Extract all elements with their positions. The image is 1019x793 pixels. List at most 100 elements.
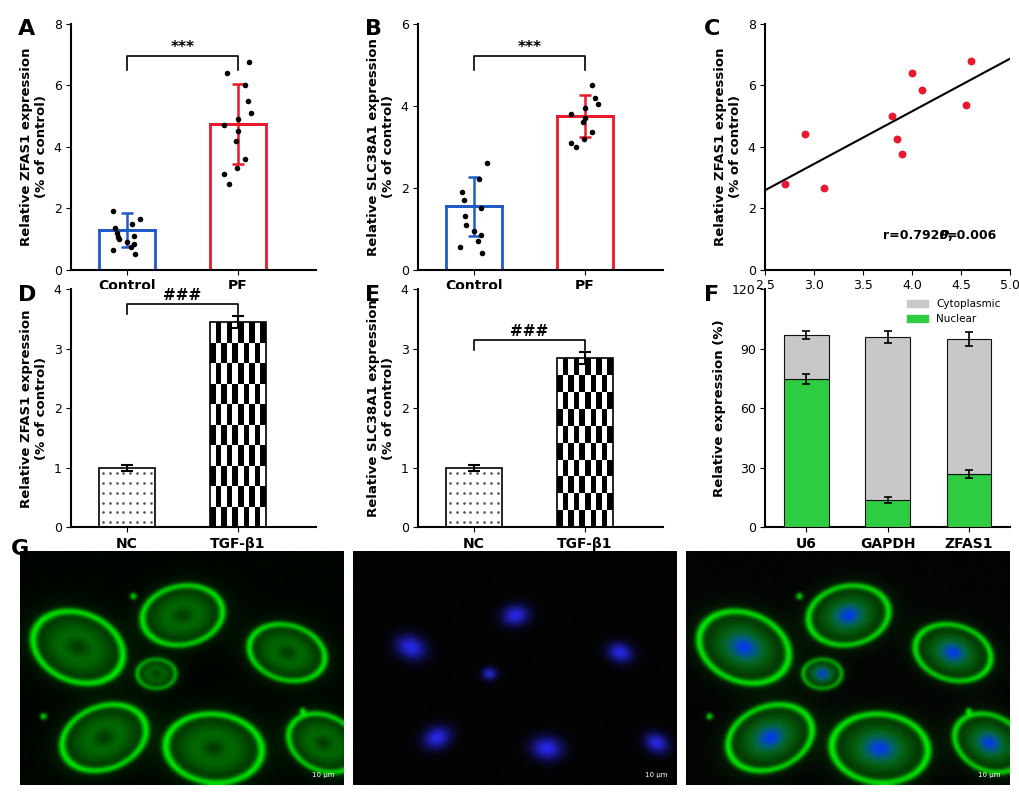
- Point: [236, 153, 253, 166]
- Point: [562, 108, 579, 121]
- Point: [131, 213, 148, 225]
- Point: [776, 178, 793, 190]
- Point: [568, 140, 584, 153]
- Bar: [99, 230, 155, 270]
- Point: [883, 109, 900, 122]
- Bar: [216, 486, 221, 507]
- Text: B: B: [365, 19, 381, 39]
- Y-axis label: Relative expression (%): Relative expression (%): [712, 320, 726, 497]
- Point: [216, 168, 232, 181]
- Point: [574, 116, 590, 128]
- Bar: [244, 425, 249, 446]
- Bar: [244, 507, 249, 527]
- Bar: [221, 425, 226, 446]
- Text: =0.006: =0.006: [946, 228, 996, 242]
- Bar: [595, 426, 601, 442]
- Point: [110, 231, 126, 243]
- Text: ***: ***: [517, 40, 541, 55]
- Bar: [946, 339, 990, 473]
- Point: [913, 83, 929, 96]
- Bar: [606, 392, 612, 408]
- Bar: [249, 486, 255, 507]
- Bar: [601, 511, 606, 527]
- Bar: [237, 363, 244, 384]
- Legend: Cytoplasmic, Nuclear: Cytoplasmic, Nuclear: [902, 295, 1004, 328]
- Point: [815, 182, 832, 194]
- Bar: [226, 322, 232, 343]
- Bar: [255, 507, 260, 527]
- Bar: [249, 363, 255, 384]
- Bar: [556, 358, 612, 527]
- Bar: [210, 384, 216, 404]
- Bar: [226, 486, 232, 507]
- Point: [894, 148, 910, 161]
- Bar: [445, 468, 501, 527]
- Point: [576, 102, 592, 114]
- Bar: [574, 358, 579, 375]
- Bar: [260, 404, 266, 425]
- Bar: [255, 465, 260, 486]
- Bar: [556, 116, 612, 270]
- Bar: [585, 493, 590, 511]
- Text: 10 µm: 10 µm: [976, 772, 999, 778]
- Bar: [255, 425, 260, 446]
- Point: [583, 79, 599, 92]
- Bar: [221, 507, 226, 527]
- Bar: [556, 477, 562, 493]
- Point: [473, 247, 489, 259]
- Bar: [783, 379, 827, 527]
- Point: [122, 240, 139, 253]
- Bar: [249, 322, 255, 343]
- Point: [586, 91, 602, 104]
- Point: [125, 237, 142, 250]
- Bar: [574, 493, 579, 511]
- Bar: [232, 507, 237, 527]
- Text: G: G: [10, 539, 29, 559]
- Bar: [606, 459, 612, 477]
- Bar: [216, 363, 221, 384]
- Bar: [601, 408, 606, 426]
- Bar: [232, 425, 237, 446]
- Bar: [579, 477, 585, 493]
- Bar: [590, 477, 595, 493]
- Point: [109, 227, 125, 239]
- Bar: [210, 322, 266, 527]
- Bar: [237, 404, 244, 425]
- Bar: [595, 459, 601, 477]
- Point: [229, 113, 246, 125]
- Bar: [221, 465, 226, 486]
- Bar: [946, 473, 990, 527]
- Point: [104, 205, 120, 217]
- Point: [243, 106, 259, 119]
- Point: [562, 136, 579, 149]
- Bar: [574, 426, 579, 442]
- Bar: [210, 343, 216, 363]
- Bar: [210, 322, 266, 527]
- Bar: [210, 465, 216, 486]
- Point: [218, 67, 234, 79]
- Point: [124, 217, 141, 230]
- Bar: [255, 343, 260, 363]
- Bar: [606, 358, 612, 375]
- Text: 10 µm: 10 µm: [311, 772, 333, 778]
- Y-axis label: Relative ZFAS1 expression
(% of control): Relative ZFAS1 expression (% of control): [20, 48, 48, 246]
- Point: [471, 173, 487, 186]
- Bar: [260, 322, 266, 343]
- Bar: [445, 468, 501, 527]
- Point: [228, 162, 245, 174]
- Text: F: F: [704, 285, 718, 305]
- Bar: [579, 408, 585, 426]
- Bar: [244, 384, 249, 404]
- Point: [239, 94, 256, 107]
- Bar: [562, 459, 568, 477]
- Bar: [216, 404, 221, 425]
- Bar: [585, 426, 590, 442]
- Point: [458, 218, 474, 231]
- Point: [589, 98, 605, 110]
- Bar: [590, 408, 595, 426]
- Point: [111, 232, 127, 245]
- Bar: [216, 322, 221, 343]
- Bar: [99, 468, 155, 527]
- Text: P: P: [940, 228, 949, 242]
- Point: [473, 228, 489, 241]
